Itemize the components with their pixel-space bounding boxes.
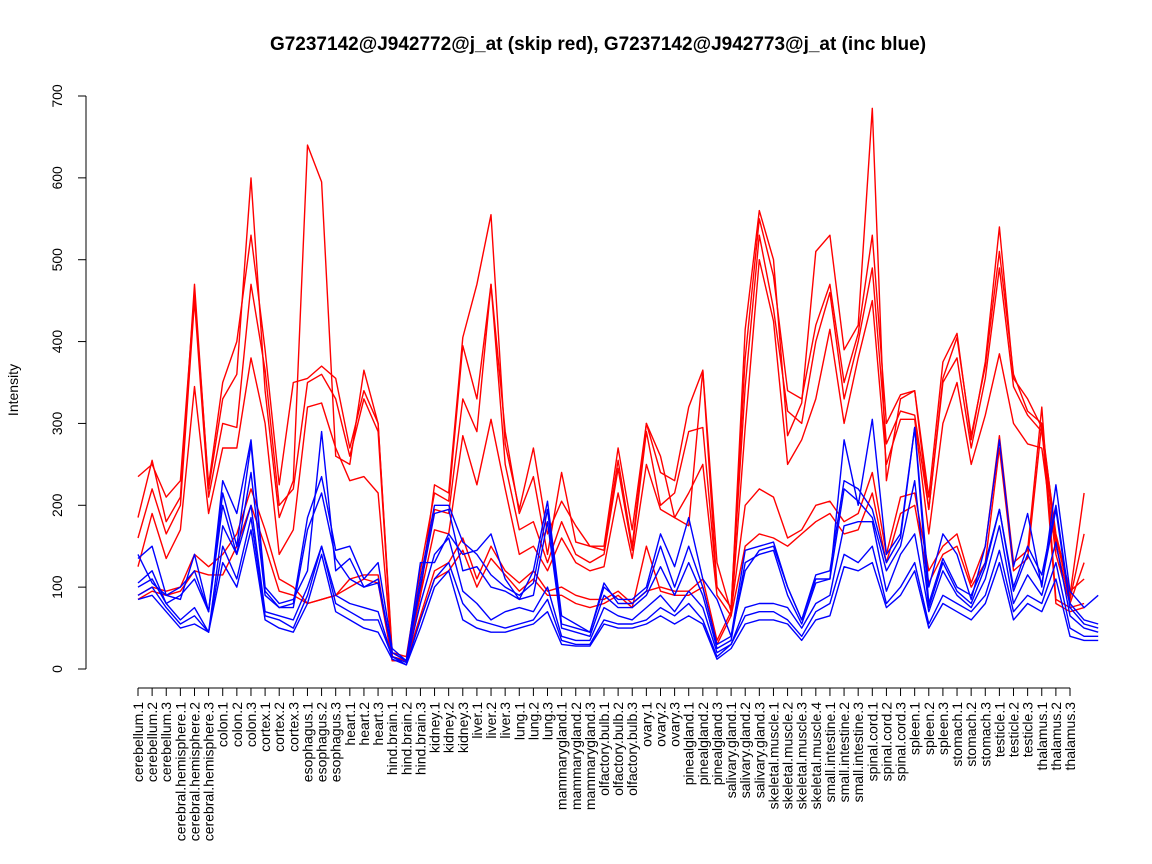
x-tick-label: spinal.cord.3 <box>893 702 909 782</box>
x-tick-label: salivary.gland.1 <box>723 702 739 798</box>
x-tick-label: cerebellum.1 <box>130 702 146 782</box>
x-tick-label: spinal.cord.1 <box>864 702 880 782</box>
x-tick-label: hind.brain.2 <box>398 702 414 775</box>
x-tick-label: spleen.3 <box>935 702 951 755</box>
x-tick-label: thalamus.1 <box>1034 702 1050 771</box>
x-tick-label: small.intestine.2 <box>836 702 852 803</box>
x-tick-label: liver.1 <box>469 702 485 739</box>
x-tick-label: esophagus.3 <box>328 702 344 782</box>
x-tick-label: stomach.2 <box>963 702 979 767</box>
x-tick-label: ovary.2 <box>652 702 668 747</box>
x-tick-label: ovary.3 <box>667 702 683 747</box>
x-tick-label: testicle.3 <box>1020 702 1036 757</box>
x-tick-label: cortex.1 <box>257 702 273 752</box>
y-tick-label: 500 <box>49 248 65 272</box>
chart-title: G7237142@J942772@j_at (skip red), G72371… <box>270 34 926 55</box>
x-tick-label: salivary.gland.2 <box>737 702 753 798</box>
series-layer <box>137 107 1099 666</box>
x-tick-label: small.intestine.1 <box>822 702 838 803</box>
x-tick-label: cortex.2 <box>271 702 287 752</box>
x-tick-label: kidney.3 <box>455 702 471 753</box>
x-tick-label: cortex.3 <box>285 702 301 752</box>
x-tick-label: liver.2 <box>483 702 499 739</box>
x-tick-label: pinealgland.1 <box>681 702 697 786</box>
x-tick-label: skeletal.muscle.4 <box>808 702 824 810</box>
x-tick-label: small.intestine.3 <box>850 702 866 803</box>
x-tick-label: salivary.gland.3 <box>751 702 767 798</box>
series-line-inc-12 <box>137 529 1099 666</box>
series-line-inc-8 <box>137 426 1099 662</box>
x-tick-label: mammarygland.1 <box>554 702 570 810</box>
y-tick-label: 200 <box>49 493 65 517</box>
x-tick-label: olfactory.bulb.1 <box>596 702 612 796</box>
x-tick-label: pinealgland.3 <box>709 702 725 786</box>
x-tick-label: esophagus.1 <box>299 702 315 782</box>
x-tick-label: kidney.2 <box>441 702 457 753</box>
x-tick-label: heart.1 <box>342 702 358 746</box>
x-tick-label: testicle.1 <box>991 702 1007 757</box>
series-line-inc-9 <box>137 471 1099 662</box>
x-tick-label: thalamus.3 <box>1062 702 1078 771</box>
x-tick-label: skeletal.muscle.3 <box>794 702 810 810</box>
y-tick-label: 0 <box>49 665 65 673</box>
y-tick-label: 300 <box>49 412 65 436</box>
series-line-inc-7 <box>137 418 1099 662</box>
series-line-inc-11 <box>137 516 1099 666</box>
x-tick-label: mammarygland.2 <box>568 702 584 810</box>
x-tick-label: pinealgland.2 <box>695 702 711 786</box>
x-tick-label: olfactory.bulb.2 <box>610 702 626 796</box>
x-tick-label: hind.brain.3 <box>412 702 428 775</box>
x-tick-label: cerebral.hemisphere.1 <box>172 702 188 842</box>
y-tick-label: 400 <box>49 330 65 354</box>
y-tick-label: 100 <box>49 575 65 599</box>
x-tick-label: liver.3 <box>497 702 513 739</box>
x-tick-label: lung.3 <box>540 702 556 740</box>
y-tick-label: 600 <box>49 166 65 190</box>
x-tick-label: testicle.2 <box>1006 702 1022 757</box>
x-tick-label: spleen.1 <box>907 702 923 755</box>
x-tick-label: lung.2 <box>525 702 541 740</box>
series-line-skip-6 <box>137 422 1085 662</box>
x-tick-label: skeletal.muscle.2 <box>780 702 796 810</box>
x-tick-label: spleen.2 <box>921 702 937 755</box>
x-tick-label: spinal.cord.2 <box>878 702 894 782</box>
y-tick-label: 700 <box>49 84 65 108</box>
x-tick-label: olfactory.bulb.3 <box>624 702 640 796</box>
x-tick-label: kidney.1 <box>427 702 443 753</box>
x-tick-label: stomach.1 <box>949 702 965 767</box>
x-tick-label: thalamus.2 <box>1048 702 1064 771</box>
x-tick-label: colon.1 <box>215 702 231 747</box>
series-line-skip-3 <box>137 234 1085 662</box>
x-tick-label: mammarygland.3 <box>582 702 598 810</box>
x-tick-label: heart.3 <box>370 702 386 746</box>
y-axis-label: Intensity <box>5 364 21 416</box>
x-tick-label: colon.2 <box>229 702 245 747</box>
x-tick-label: ovary.1 <box>638 702 654 747</box>
series-line-skip-4 <box>137 259 1085 662</box>
x-tick-label: cerebral.hemisphere.2 <box>186 702 202 842</box>
x-tick-label: hind.brain.1 <box>384 702 400 775</box>
x-tick-label: cerebellum.2 <box>144 702 160 782</box>
x-axis: cerebellum.1cerebellum.2cerebellum.3cere… <box>130 687 1078 842</box>
x-tick-label: heart.2 <box>356 702 372 746</box>
series-line-inc-10 <box>137 504 1099 664</box>
x-tick-label: skeletal.muscle.1 <box>765 702 781 810</box>
series-line-skip-1 <box>137 107 1085 662</box>
x-tick-label: cerebral.hemisphere.3 <box>201 702 217 842</box>
x-tick-label: cerebellum.3 <box>158 702 174 782</box>
x-tick-label: lung.1 <box>511 702 527 740</box>
x-tick-label: esophagus.2 <box>314 702 330 782</box>
x-tick-label: stomach.3 <box>977 702 993 767</box>
x-tick-label: colon.3 <box>243 702 259 747</box>
y-axis: 0 100 200 300 400 500 600 700 <box>49 84 87 673</box>
